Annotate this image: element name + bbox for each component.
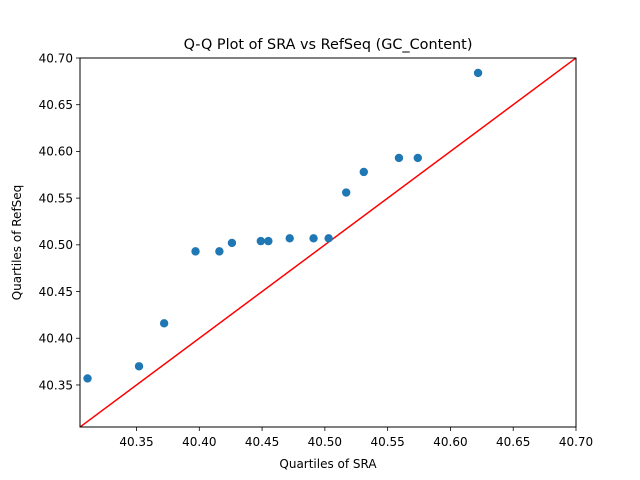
data-point-1 xyxy=(83,374,92,383)
data-point-11 xyxy=(324,234,333,243)
data-point-5 xyxy=(215,247,224,256)
y-tick-label: 40.70 xyxy=(39,51,73,65)
data-point-10 xyxy=(309,234,318,243)
x-tick-label: 40.40 xyxy=(182,435,216,449)
x-tick-label: 40.70 xyxy=(559,435,593,449)
y-tick-label: 40.40 xyxy=(39,332,73,346)
x-tick-label: 40.50 xyxy=(308,435,342,449)
y-tick-label: 40.65 xyxy=(39,98,73,112)
data-point-4 xyxy=(191,247,200,256)
plot-area xyxy=(79,57,577,428)
x-tick-label: 40.35 xyxy=(119,435,153,449)
y-tick-label: 40.60 xyxy=(39,145,73,159)
data-point-7 xyxy=(256,236,266,246)
y-axis-ticks: 40.35 40.40 40.45 40.50 40.55 40.60 40.65 40.70 xyxy=(39,51,80,392)
x-tick-label: 40.55 xyxy=(370,435,404,449)
data-point-6 xyxy=(227,238,237,248)
x-tick-label: 40.60 xyxy=(433,435,467,449)
y-tick-label: 40.55 xyxy=(39,191,73,205)
axes-frame xyxy=(79,57,577,428)
y-tick-label: 40.35 xyxy=(39,378,73,392)
x-axis-label: Quartiles of SRA xyxy=(279,457,377,471)
data-point-15 xyxy=(413,153,422,163)
data-point-12 xyxy=(342,188,351,197)
x-tick-label: 40.45 xyxy=(245,435,279,449)
chart-title: Q-Q Plot of SRA vs RefSeq (GC_Content) xyxy=(184,37,473,53)
x-axis-ticks: 40.35 40.40 40.45 40.50 40.55 40.60 40.65 40.70 xyxy=(119,427,593,449)
data-point-3 xyxy=(159,319,169,328)
y-tick-label: 40.50 xyxy=(39,238,73,252)
data-point-8 xyxy=(264,236,273,246)
data-point-9 xyxy=(285,234,294,243)
reference-line-layer xyxy=(80,58,576,427)
data-point-13 xyxy=(359,167,368,177)
points-layer xyxy=(83,68,483,383)
y-tick-label: 40.45 xyxy=(39,285,73,299)
data-point-2 xyxy=(134,362,144,371)
y-axis-label: Quartiles of RefSeq xyxy=(10,185,24,301)
reference-line xyxy=(80,58,576,427)
data-point-14 xyxy=(394,153,404,163)
x-tick-label: 40.65 xyxy=(496,435,530,449)
data-point-16 xyxy=(473,68,483,78)
